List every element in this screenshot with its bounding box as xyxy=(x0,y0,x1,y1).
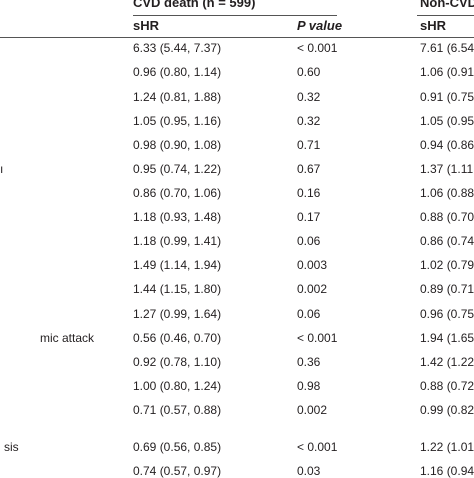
cell-p-value: 0.06 xyxy=(297,234,321,248)
col-shr-1: sHR xyxy=(133,18,160,33)
cell-shr-2: 1.37 (1.11, xyxy=(420,162,474,176)
cell-shr-2: 0.94 (0.86, xyxy=(420,138,474,152)
cell-p-value: 0.16 xyxy=(297,186,321,200)
cell-p-value: 0.06 xyxy=(297,307,321,321)
cell-shr-2: 0.86 (0.74, xyxy=(420,234,474,248)
cell-p-value: 0.17 xyxy=(297,210,321,224)
cell-shr-2: 1.22 (1.01, xyxy=(420,440,474,454)
cell-shr-1: 0.71 (0.57, 0.88) xyxy=(133,403,222,417)
group1-rule xyxy=(133,15,337,16)
header-rule xyxy=(0,37,474,38)
cell-p-value: < 0.001 xyxy=(297,331,338,345)
cell-p-value: 0.32 xyxy=(297,114,321,128)
cell-shr-2: 0.88 (0.70, xyxy=(420,210,474,224)
cell-p-value: 0.002 xyxy=(297,403,328,417)
cell-shr-2: 1.16 (0.94, xyxy=(420,464,474,478)
cell-shr-2: 1.06 (0.91, xyxy=(420,65,474,79)
row-label: sis xyxy=(4,440,19,454)
cell-shr-1: 0.69 (0.56, 0.85) xyxy=(133,440,222,454)
cell-shr-2: 0.91 (0.75, xyxy=(420,90,474,104)
cell-shr-2: 0.88 (0.72, xyxy=(420,379,474,393)
col-shr-2: sHR xyxy=(420,18,447,33)
cell-shr-1: 1.49 (1.14, 1.94) xyxy=(133,258,222,272)
cell-p-value: 0.32 xyxy=(297,90,321,104)
cell-shr-1: 0.98 (0.90, 1.08) xyxy=(133,138,222,152)
cell-p-value: < 0.001 xyxy=(297,440,338,454)
cell-shr-1: 6.33 (5.44, 7.37) xyxy=(133,41,222,55)
cell-shr-1: 1.18 (0.99, 1.41) xyxy=(133,234,222,248)
cell-p-value: 0.60 xyxy=(297,65,321,79)
cell-shr-2: 1.06 (0.88, xyxy=(420,186,474,200)
cell-p-value: 0.002 xyxy=(297,282,328,296)
col-p-value: P value xyxy=(297,18,343,33)
cell-shr-2: 7.61 (6.54, xyxy=(420,41,474,55)
cell-shr-1: 1.24 (0.81, 1.88) xyxy=(133,90,222,104)
cell-p-value: 0.36 xyxy=(297,355,321,369)
cell-p-value: 0.71 xyxy=(297,138,321,152)
cell-shr-1: 0.96 (0.80, 1.14) xyxy=(133,65,222,79)
cell-shr-2: 1.42 (1.22, xyxy=(420,355,474,369)
cell-shr-1: 1.18 (0.93, 1.48) xyxy=(133,210,222,224)
cell-shr-1: 1.05 (0.95, 1.16) xyxy=(133,114,222,128)
cell-shr-1: 1.27 (0.99, 1.64) xyxy=(133,307,222,321)
cell-shr-1: 0.86 (0.70, 1.06) xyxy=(133,186,222,200)
cell-shr-2: 0.89 (0.71, xyxy=(420,282,474,296)
cell-shr-1: 0.92 (0.78, 1.10) xyxy=(133,355,222,369)
cell-p-value: 0.67 xyxy=(297,162,321,176)
row-label: ı xyxy=(0,162,4,176)
cell-shr-1: 0.56 (0.46, 0.70) xyxy=(133,331,222,345)
cell-shr-1: 0.74 (0.57, 0.97) xyxy=(133,464,222,478)
cell-p-value: < 0.001 xyxy=(297,41,338,55)
cell-p-value: 0.03 xyxy=(297,464,321,478)
cell-shr-2: 0.99 (0.82, xyxy=(420,403,474,417)
cell-shr-1: 1.44 (1.15, 1.80) xyxy=(133,282,222,296)
cell-shr-2: 1.02 (0.79, xyxy=(420,258,474,272)
group2-header: Non-CVD xyxy=(420,0,474,10)
cell-shr-1: 0.95 (0.74, 1.22) xyxy=(133,162,222,176)
cell-p-value: 0.003 xyxy=(297,258,328,272)
cell-shr-2: 1.05 (0.95, xyxy=(420,114,474,128)
cell-shr-1: 1.00 (0.80, 1.24) xyxy=(133,379,222,393)
row-label: mic attack xyxy=(40,331,95,345)
group2-rule xyxy=(417,15,474,16)
cell-shr-2: 0.96 (0.75, xyxy=(420,307,474,321)
group1-header: CVD death (n = 599) xyxy=(133,0,256,10)
cell-shr-2: 1.94 (1.65, xyxy=(420,331,474,345)
cell-p-value: 0.98 xyxy=(297,379,321,393)
